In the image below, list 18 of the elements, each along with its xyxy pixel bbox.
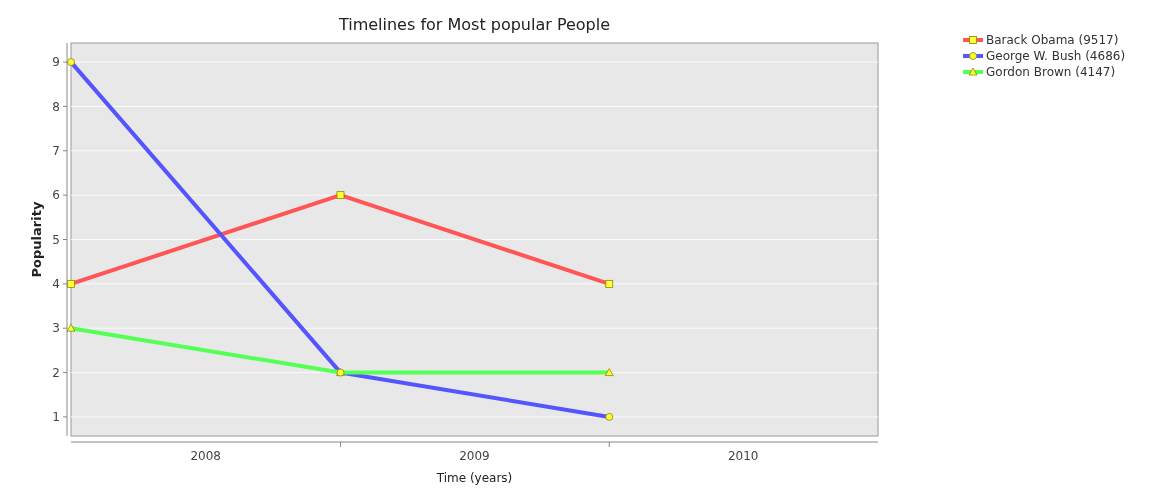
- x-tick-label: 2008: [190, 449, 222, 463]
- y-tick-label: 4: [52, 277, 60, 292]
- y-tick-label: 3: [52, 321, 60, 336]
- y-tick-label: 9: [52, 55, 60, 70]
- y-tick-label: 2: [52, 365, 60, 380]
- y-tick-label: 5: [52, 232, 60, 247]
- y-axis-title: Popularity: [29, 201, 44, 278]
- legend-label: Gordon Brown (4147): [986, 65, 1116, 80]
- y-tick-label: 8: [52, 99, 60, 114]
- x-axis-title: Time (years): [435, 471, 513, 485]
- legend-label: Barack Obama (9517): [986, 33, 1119, 48]
- chart-title: Timelines for Most popular People: [337, 15, 611, 34]
- legend-label: George W. Bush (4686): [986, 49, 1126, 64]
- y-tick-label: 6: [52, 188, 60, 203]
- y-tick-label: 7: [52, 143, 60, 158]
- x-tick-label: 2010: [727, 449, 759, 463]
- y-tick-label: 1: [52, 410, 60, 425]
- x-tick-label: 2009: [459, 449, 490, 463]
